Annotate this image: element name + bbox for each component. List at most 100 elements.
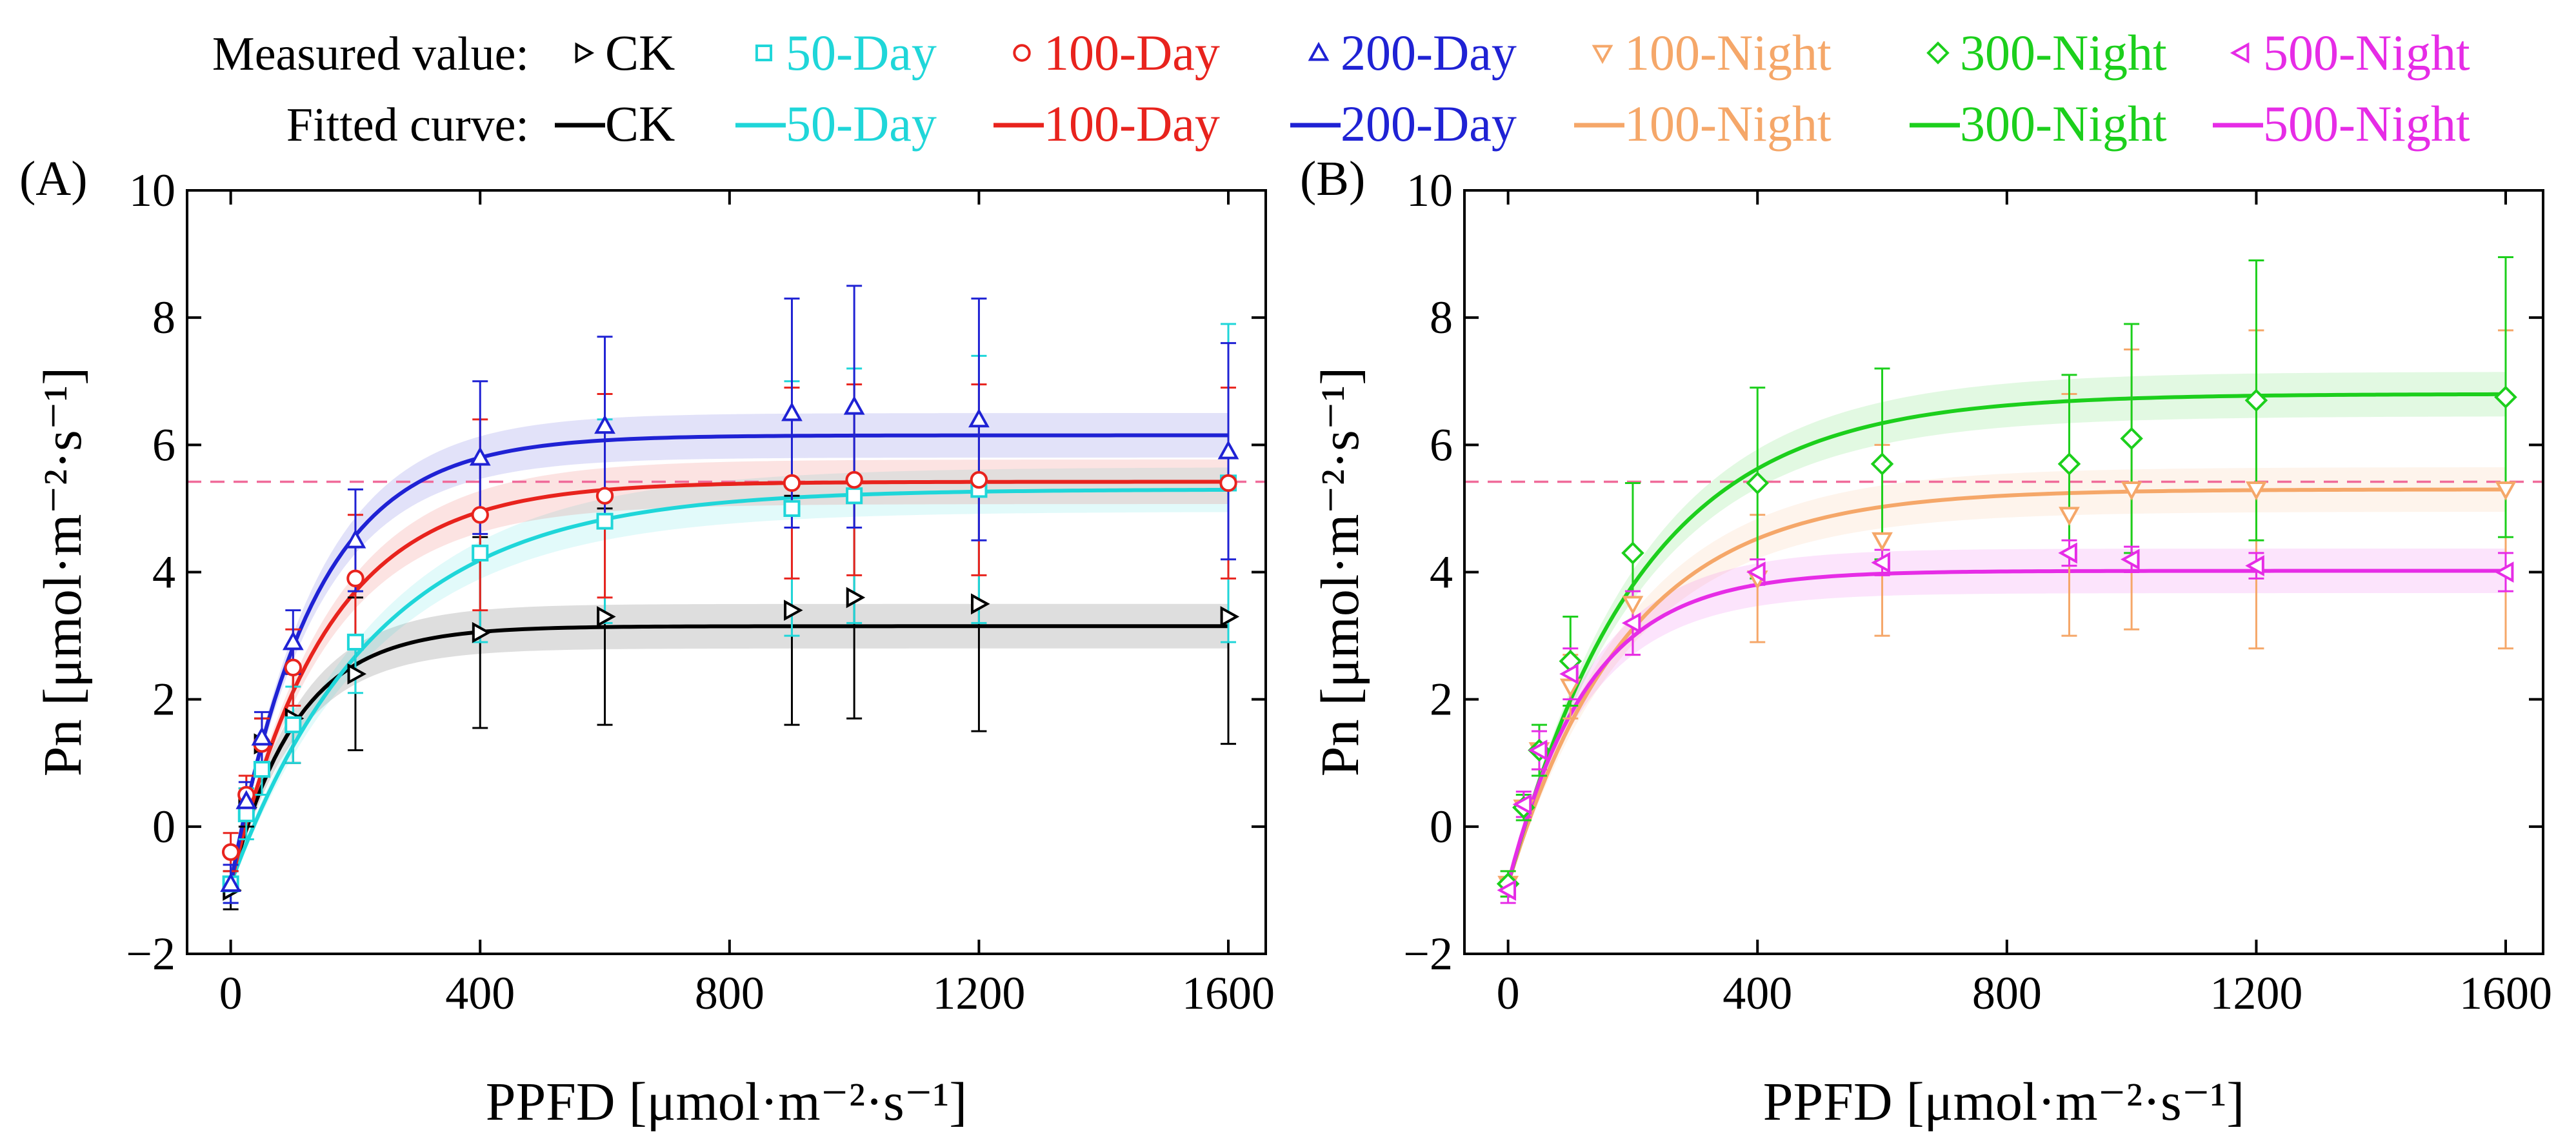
panel-b-point-300-night [1621,541,1644,565]
legend-marker-50-day [755,44,773,62]
legend-measured-header: Measured value: [212,28,529,81]
panel-a-point-200-day [251,726,273,746]
panel-b-point-100-night [2495,481,2517,501]
panel-b-y-tick-label: 6 [1430,419,1453,470]
panel-b-x-tick-label: 800 [1972,967,2042,1019]
legend-fitted-header: Fitted curve: [286,99,529,152]
panel-a-point-50-day [346,633,364,651]
panel-b-point-500-night [1621,612,1641,634]
panel-b-y-tick-label: 8 [1430,292,1453,343]
panel-b-x-axis-label: PPFD [μmol·m⁻²·s⁻¹] [1763,1072,2244,1132]
legend-fitted-label-100-night: 100-Night [1624,96,1832,152]
panel-b-point-100-night [2121,481,2142,501]
panel-b-ticks: 0 400 800 1200 1600 −2 0 2 4 6 8 10 [1403,165,2552,1019]
panel-a-point-200-day [282,631,304,651]
panel-b-band-100-night [1508,467,2506,887]
legend-marker-200-day [1308,41,1330,61]
panel-b-x-tick-label: 400 [1722,967,1792,1019]
panel-a-y-tick-label: −2 [126,928,175,980]
panel-a-x-tick-label: 400 [445,967,515,1019]
panel-b-point-500-night [2494,561,2514,583]
panel-a-point-ck [347,663,367,685]
legend-fitted-label-300-night: 300-Night [1960,96,2167,152]
panel-a-point-50-day [783,500,801,517]
panel-a-y-tick-label: 8 [152,292,175,343]
panel-b-point-500-night [2245,555,2264,577]
panel-a-fitted-curves [228,433,1229,885]
legend-measured-label-200-day: 200-Day [1341,25,1517,81]
panel-b-band-500-night [1508,549,2506,887]
legend-marker-ck [575,42,595,64]
panel-b-y-tick-label: 4 [1430,547,1453,598]
panel-a-data-points [220,396,1240,901]
panel-a-x-axis-label: PPFD [μmol·m⁻²·s⁻¹] [486,1072,967,1132]
panel-b-x-tick-label: 1600 [2459,967,2552,1019]
panel-b-point-300-night [2494,385,2517,409]
panel-a-point-200-day [843,396,865,415]
panel-a-point-200-day [781,401,803,421]
panel-b-point-500-night [1559,663,1579,685]
panel-b-point-300-night [2120,427,2143,450]
legend-fitted-label-500-night: 500-Night [2263,96,2470,152]
panel-b-x-tick-label: 0 [1497,967,1520,1019]
panel-a-band-100-day [230,459,1229,887]
panel-b-y-axis-label: Pn [μmol·m⁻²·s⁻¹] [1310,367,1370,776]
panel-a-fit-curve-200-day [228,433,1229,885]
panel-a: (A) 0 400 800 1200 1600 −2 0 2 4 6 8 10 PPFD [μmol·… [19,152,1275,1132]
panel-a-point-200-day [968,408,990,428]
panel-a-point-100-day [970,470,988,489]
panel-b-fit-curve-500-night [1506,569,2506,885]
legend-measured-label-100-night: 100-Night [1624,25,1832,81]
panel-a-point-100-day [783,474,801,492]
panel-b-point-500-night [2121,549,2140,570]
panel-a-x-tick-label: 800 [695,967,764,1019]
panel-a-label: (A) [19,152,88,206]
panel-b-y-tick-label: −2 [1403,928,1453,980]
panel-b-point-300-night [2244,389,2268,412]
panel-a-band-50-day [230,467,1229,887]
legend-marker-500-night [2230,42,2250,64]
panel-a-point-ck [784,600,803,621]
panel-a-x-tick-label: 1200 [932,967,1025,1019]
panel-b-point-500-night [2058,542,2077,564]
panel-b-point-500-night [1528,740,1548,761]
panel-a-ticks: 0 400 800 1200 1600 −2 0 2 4 6 8 10 [126,165,1275,1019]
panel-a-point-100-day [1219,474,1237,492]
panel-a-point-200-day [469,446,491,466]
panel-b-x-tick-label: 1200 [2210,967,2302,1019]
panel-a-point-ck [1220,606,1240,627]
panel-a-point-50-day [596,512,614,530]
panel-b-point-500-night [1512,793,1532,815]
panel-a-point-ck [597,606,616,627]
legend-measured-label-50-day: 50-Day [786,25,937,81]
panel-a-y-tick-label: 10 [129,165,175,216]
panel-a-point-200-day [344,529,366,549]
panel-a-point-100-day [346,569,364,588]
panel-a-plot-frame [186,189,1267,955]
panel-a-fit-curve-ck [228,624,1229,885]
panel-b-point-300-night [1746,471,1770,495]
legend-fitted-label-50-day: 50-Day [786,96,937,152]
panel-a-error-bars [223,285,1237,911]
panel-b-point-100-night [2059,507,2080,526]
panel-a-y-tick-label: 0 [152,801,175,853]
legend-measured-label-100-day: 100-Day [1044,25,1220,81]
legend-measured-row: CK 50-Day 100-Day 200-Day 100-Night 300-Night… [575,25,2470,81]
legend-measured-label-ck: CK [605,25,675,81]
panel-a-band-ck [230,603,1229,887]
panel-b-point-100-night [2246,481,2267,501]
legend-fitted-label-ck: CK [605,96,675,152]
panel-a-fit-curve-100-day [228,480,1229,885]
legend: Measured value: Fitted curve: CK 50-Day 10… [212,25,2470,152]
panel-a-point-200-day [1217,440,1239,459]
panel-a-x-tick-label: 1600 [1182,967,1275,1019]
panel-a-point-100-day [471,506,489,524]
panel-b-point-300-night [2057,452,2081,476]
panel-a-point-50-day [285,716,302,734]
panel-a-point-200-day [220,873,242,892]
panel-b-point-500-night [1871,552,1890,574]
panel-a-y-tick-label: 4 [152,547,175,598]
panel-a-point-100-day [845,470,863,489]
legend-fitted-label-200-day: 200-Day [1341,96,1517,152]
